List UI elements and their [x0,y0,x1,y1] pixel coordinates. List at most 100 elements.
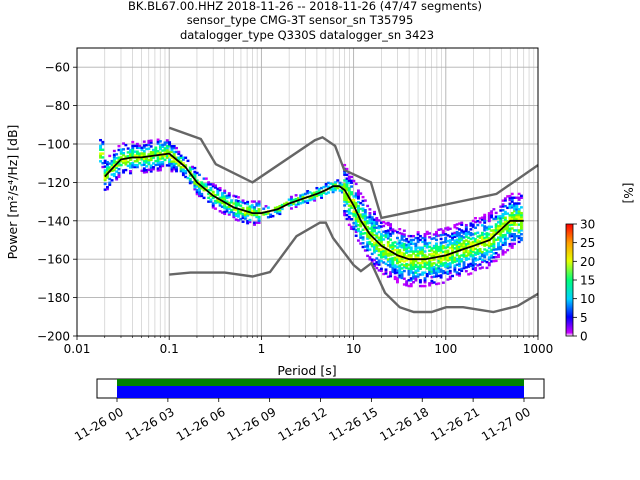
density-cell [373,264,376,267]
density-cell [416,273,420,276]
density-cell [389,246,393,249]
density-cell [361,228,365,231]
density-cell [147,141,151,145]
density-cell [108,177,112,181]
density-cell [402,235,406,238]
density-cell [393,275,397,279]
density-cell [460,231,464,234]
density-cell [103,173,107,176]
density-cell [409,234,413,238]
density-cell [243,213,247,216]
density-cell [138,146,142,150]
density-cell [145,157,149,160]
density-cell [315,190,319,194]
density-cell [446,264,450,268]
density-cell [405,280,409,283]
density-cell [255,204,259,207]
density-cell [455,253,459,257]
density-cell [149,168,153,171]
density-cell [354,234,358,237]
density-cell [379,267,383,271]
density-cell [421,259,425,263]
density-cell [391,257,395,260]
density-cell [428,270,432,274]
density-cell [457,243,461,246]
density-cell [492,252,496,255]
density-cell [474,241,477,245]
density-cell [186,159,190,163]
density-cell [181,167,185,171]
density-cell [499,222,503,226]
density-cell [243,215,247,218]
density-cell [409,250,413,253]
density-cell [347,189,351,192]
density-cell [513,217,516,221]
density-cell [421,261,425,265]
density-cell [356,191,360,194]
density-cell [149,152,153,156]
density-cell [508,216,512,219]
density-cell [416,250,420,253]
density-cell [214,194,217,197]
density-cell [483,232,487,236]
density-cell [168,158,172,161]
density-cell [366,204,370,208]
density-cell [506,248,510,252]
density-cell [105,185,109,189]
density-cell [435,242,438,245]
density-cell [517,240,521,244]
y-tick-label: −180 [37,291,70,305]
density-cell [455,271,459,274]
density-cell [306,201,310,204]
density-cell [453,256,457,260]
density-cell [402,283,406,286]
density-cell [412,281,415,284]
density-cell [435,230,438,234]
density-cell [453,266,457,269]
density-cell [366,245,370,248]
density-cell [195,171,199,175]
density-cell [207,192,211,196]
density-cell [515,206,519,209]
density-cell [317,187,321,191]
density-cell [425,263,429,266]
density-cell [428,266,432,270]
density-cell [193,188,197,191]
density-cell [301,199,305,202]
density-cell [476,250,480,254]
density-cell [499,232,503,235]
density-cell [257,208,261,211]
colorbar-label: [%] [621,183,635,204]
density-cell [400,246,404,249]
density-cell [220,205,224,208]
density-cell [126,155,130,158]
density-cell [108,154,112,158]
density-cell [400,251,404,255]
density-cell [508,198,512,202]
density-cell [457,245,461,248]
density-cell [156,163,160,166]
density-cell [451,274,455,278]
density-cell [379,269,383,272]
density-cell [457,232,461,235]
density-cell [499,224,503,228]
density-cell [455,248,459,251]
density-cell [437,253,441,256]
density-cell [327,181,330,185]
density-cell [343,190,347,194]
density-cell [156,151,160,155]
density-cell [412,271,415,274]
density-cell [487,262,491,265]
density-cell [398,256,402,260]
density-cell [354,182,358,186]
density-cell [140,154,144,157]
density-cell [218,202,222,205]
density-cell [343,185,347,188]
density-cell [384,230,388,233]
density-cell [239,200,243,204]
density-cell [225,210,229,213]
density-cell [156,161,160,164]
density-cell [156,138,160,141]
density-cell [439,251,443,254]
density-cell [370,233,374,236]
